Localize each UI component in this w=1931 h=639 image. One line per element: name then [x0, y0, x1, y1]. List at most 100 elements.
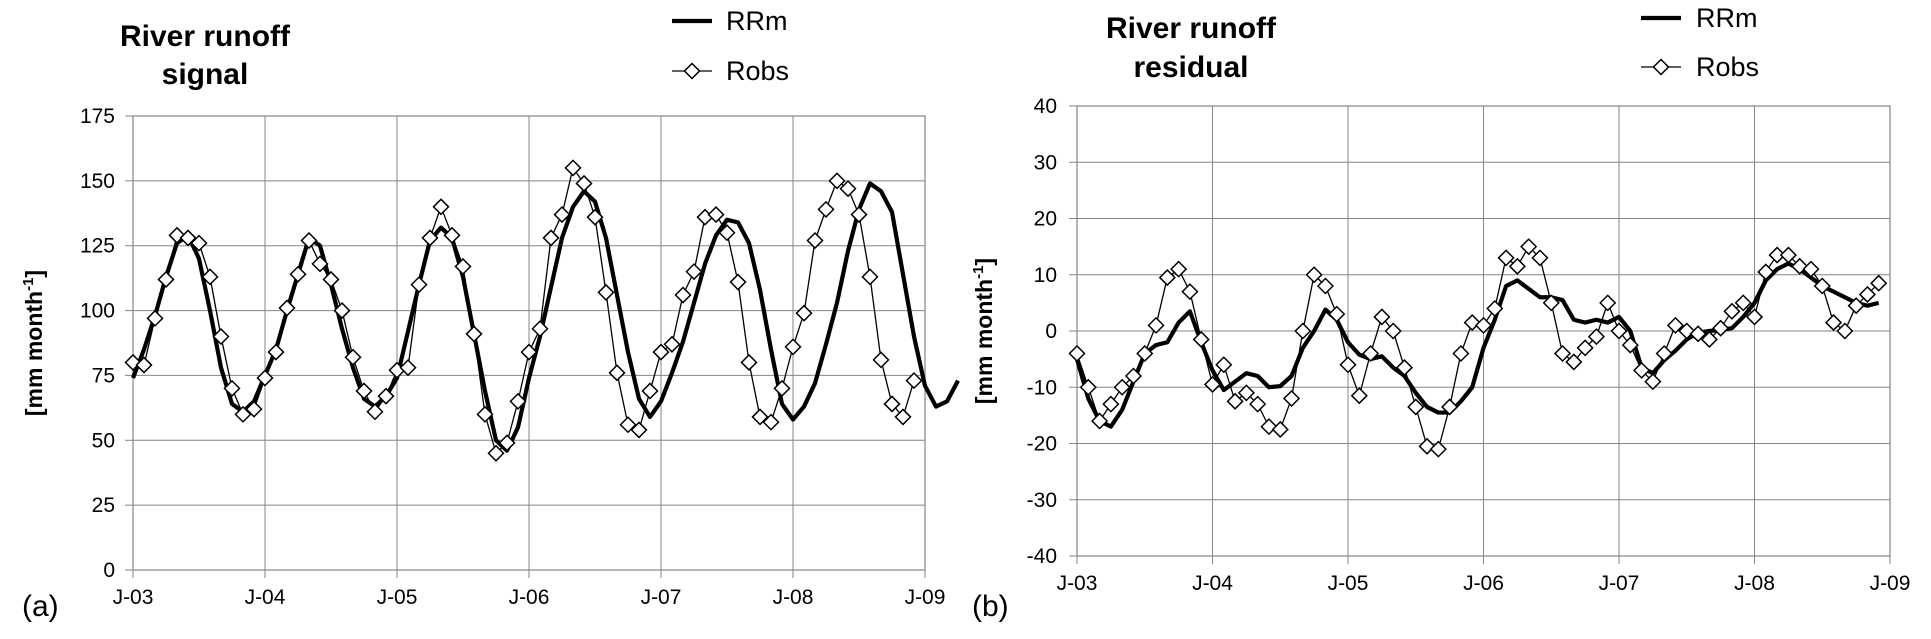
data-point-robs [267, 343, 285, 361]
data-point-robs [256, 369, 274, 387]
chart-title-line: River runoff [120, 20, 291, 53]
data-point-robs [1858, 285, 1876, 303]
y-axis-label-close: ] [971, 258, 997, 266]
x-tick-label: J-09 [1870, 572, 1911, 595]
x-tick-label: J-05 [377, 586, 418, 609]
data-point-robs [839, 180, 857, 198]
data-point-robs [476, 405, 494, 423]
data-point-robs [1282, 389, 1301, 408]
data-point-robs [498, 434, 516, 452]
x-tick-label: J-06 [1463, 572, 1504, 595]
data-point-robs [1474, 316, 1493, 334]
data-point-robs [1237, 384, 1255, 402]
data-point-robs [850, 206, 868, 224]
data-point-robs [1384, 322, 1402, 340]
data-point-robs [146, 309, 164, 327]
data-point-robs [487, 444, 505, 462]
data-point-robs [465, 325, 483, 343]
data-point-robs [1170, 260, 1188, 278]
series-line-rrm [131, 181, 960, 453]
data-point-robs [762, 413, 780, 431]
data-point-robs [905, 372, 923, 390]
data-point-robs [278, 299, 296, 317]
y-tick-label: 100 [80, 300, 115, 323]
data-point-robs [817, 200, 835, 218]
data-point-robs [1531, 249, 1549, 267]
data-point-robs [1599, 294, 1617, 312]
x-tick-label: J-07 [641, 586, 682, 609]
data-point-robs [1802, 260, 1820, 278]
y-tick-label: 50 [92, 429, 115, 452]
data-point-robs [1373, 308, 1391, 326]
data-point-robs [1203, 375, 1222, 393]
data-point-robs [1497, 249, 1515, 267]
y-axis-label-superscript: -1 [970, 266, 987, 279]
data-point-robs [1621, 336, 1639, 354]
panel-label: (a) [22, 590, 59, 623]
data-point-robs [1407, 398, 1425, 416]
data-point-robs [1395, 359, 1414, 377]
chart-panel-a: 0 25 50 75 100 125 150 175 J-03 J-04 J-05 J-06 J-07 J… [20, 6, 960, 623]
data-point-robs [773, 379, 791, 397]
data-point-robs [707, 206, 725, 224]
data-point-robs [1215, 356, 1233, 374]
data-point-robs [1723, 302, 1741, 320]
data-point-robs [553, 206, 571, 224]
data-point-robs [1294, 322, 1312, 340]
data-point-robs [223, 379, 241, 397]
data-point-robs [564, 159, 582, 177]
y-tick-label: -40 [1027, 545, 1057, 568]
data-point-robs [509, 392, 527, 410]
x-tick-label: J-08 [773, 586, 814, 609]
y-axis-label-close: ] [21, 270, 47, 278]
data-point-robs [212, 327, 230, 346]
y-tick-label: 75 [92, 364, 115, 387]
x-tick-label: J-09 [905, 586, 946, 609]
data-point-robs [729, 273, 747, 291]
data-point-robs [872, 351, 890, 369]
data-point-robs [135, 356, 153, 374]
data-point-robs [1429, 440, 1447, 458]
data-point-robs [1508, 257, 1526, 275]
data-point-robs [1350, 387, 1368, 405]
data-point-robs [1362, 344, 1380, 363]
x-tick-label: J-03 [113, 586, 154, 609]
y-axis-label-text: [mm month [971, 279, 997, 404]
data-point-robs [795, 304, 813, 322]
data-point-robs [1836, 322, 1854, 340]
x-tick-label: J-06 [509, 586, 550, 609]
data-point-robs [179, 229, 197, 247]
y-tick-label: 0 [1045, 320, 1057, 343]
data-point-robs [201, 268, 219, 286]
legend-marker-robs [1652, 58, 1670, 76]
data-point-robs [1068, 344, 1086, 363]
chart-panel-b: -40 -30 -20 -10 0 10 20 30 40 J-03 J-04 J-05 J-06 J-0… [970, 3, 1910, 623]
y-axis-label: [mm month-1] [970, 258, 997, 404]
data-point-robs [597, 283, 615, 301]
data-point-robs [575, 174, 593, 193]
x-tick-label: J-05 [1328, 572, 1369, 595]
y-axis-label: [mm month-1] [20, 270, 47, 416]
y-tick-label: 0 [103, 559, 115, 582]
legend-label: Robs [726, 56, 789, 86]
y-tick-label: 125 [80, 235, 115, 258]
data-point-robs [1102, 395, 1120, 413]
data-point-robs [542, 229, 560, 247]
data-point-robs [432, 198, 450, 216]
data-point-robs [883, 395, 901, 413]
chart-title-line: signal [162, 58, 249, 91]
x-tick-label: J-04 [245, 586, 286, 609]
y-axis-label-superscript: -1 [20, 278, 37, 291]
data-point-robs [355, 382, 373, 400]
data-point-robs [377, 387, 395, 405]
chart-title: River runoff residual [1106, 12, 1277, 84]
data-point-robs [454, 257, 472, 276]
data-point-robs [1136, 344, 1154, 363]
chart-title: River runoff signal [120, 20, 291, 91]
data-point-robs [410, 276, 428, 294]
data-point-robs [1666, 316, 1685, 334]
y-tick-label: -10 [1027, 376, 1057, 399]
data-point-robs [1655, 344, 1673, 363]
data-point-robs [333, 302, 351, 320]
data-point-robs [718, 224, 736, 242]
